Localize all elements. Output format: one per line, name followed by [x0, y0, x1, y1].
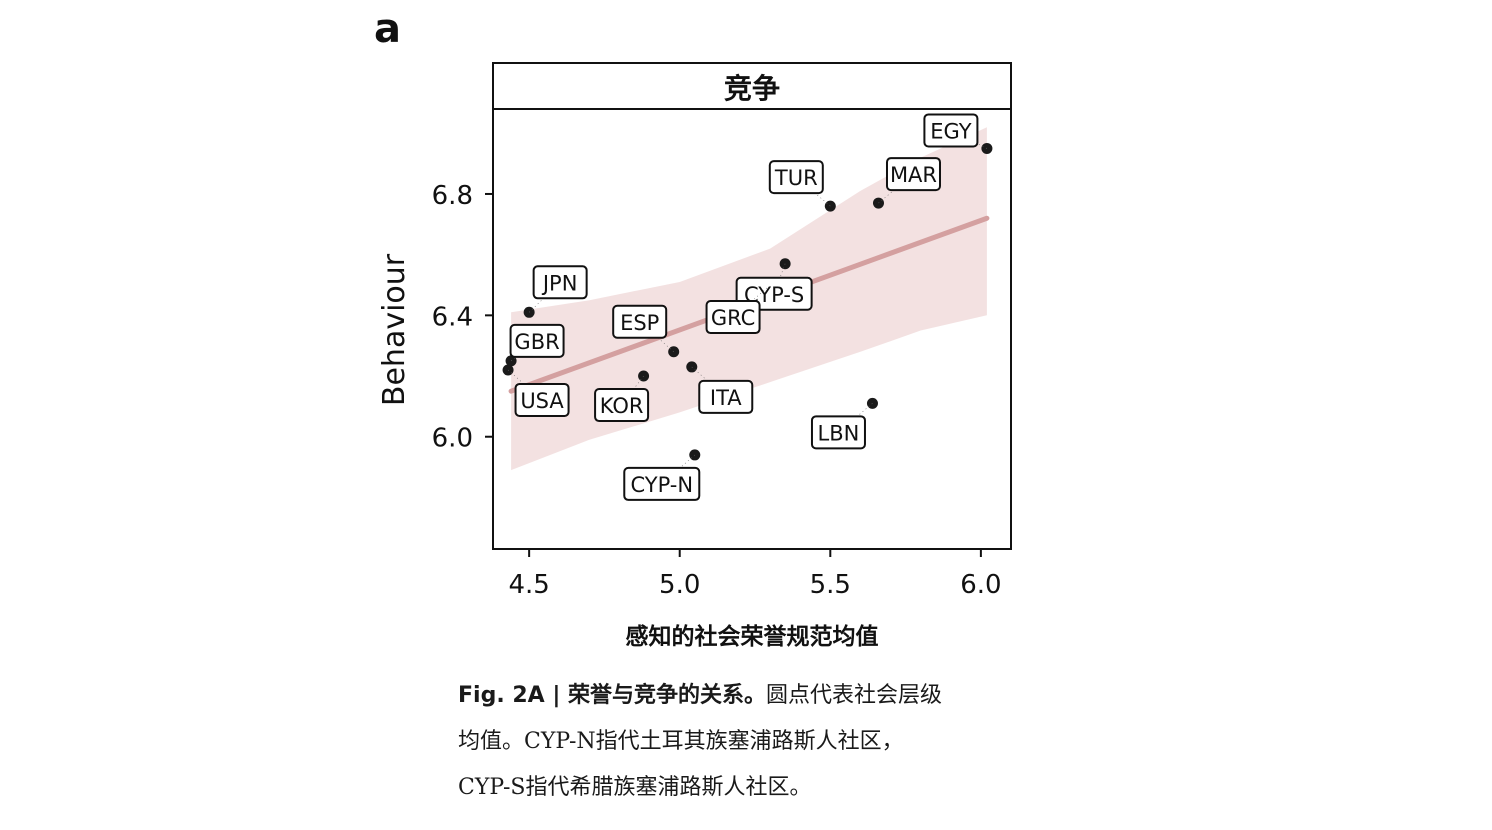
y-tick-label: 6.4 — [432, 302, 473, 332]
caption-fig-label: Fig. 2A | — [458, 683, 569, 708]
point-label: TUR — [768, 160, 831, 207]
x-axis-label: 感知的社会荣誉规范均值 — [626, 623, 879, 650]
panel-letter: a — [374, 6, 401, 52]
axes-layer: 4.5 5.0 5.5 6.0 6.0 6.4 6.8 — [432, 181, 1002, 600]
label-box — [698, 379, 754, 414]
point-label-text: LBN — [818, 421, 860, 445]
label-box — [923, 113, 979, 148]
label-box — [594, 388, 650, 423]
point-label-text: USA — [520, 389, 564, 413]
point-label-text: GRC — [711, 306, 755, 330]
caption-line-1: Fig. 2A | 荣誉与竞争的关系。圆点代表社会层级 — [458, 672, 1058, 719]
point-label-text: EGY — [930, 119, 971, 143]
point-label: USA — [507, 369, 570, 417]
plot-frame: 竞争 — [492, 62, 1012, 550]
y-tick-label: 6.8 — [432, 181, 473, 211]
caption-line-1-rest: 圆点代表社会层级 — [766, 683, 943, 708]
figure-caption: Fig. 2A | 荣誉与竞争的关系。圆点代表社会层级 均值。CYP-N指代土耳… — [458, 672, 1058, 811]
point-label: CYP-N — [623, 454, 701, 501]
label-box — [514, 382, 570, 417]
point-label: EGY — [923, 113, 988, 149]
x-tick-label: 5.5 — [810, 570, 851, 600]
point-label: ESP — [612, 304, 674, 352]
point-label-text: CYP-N — [630, 473, 693, 497]
y-axis-label: Behaviour — [377, 253, 412, 406]
point-label: GBR — [509, 323, 565, 362]
label-box — [509, 323, 565, 358]
caption-line-3: CYP-S指代希腊族塞浦路斯人社区。 — [458, 775, 812, 800]
y-tick-label: 6.0 — [432, 424, 473, 454]
chart-title: 竞争 — [724, 72, 780, 105]
label-box — [768, 160, 824, 195]
label-box — [612, 304, 668, 339]
label-box — [810, 415, 866, 450]
point-label: ITA — [691, 366, 754, 414]
x-tick-label: 5.0 — [659, 570, 700, 600]
label-box — [885, 157, 941, 192]
point-label-text: GBR — [514, 330, 559, 354]
data-point — [502, 364, 514, 376]
point-label-text: JPN — [541, 271, 578, 295]
label-box — [532, 265, 588, 300]
plot-border — [492, 62, 1012, 550]
point-label-text: ITA — [710, 386, 742, 410]
point-label-text: MAR — [890, 163, 937, 187]
x-tick-label: 6.0 — [960, 570, 1001, 600]
point-label: JPN — [528, 265, 588, 313]
label-box — [623, 466, 701, 501]
caption-fig-title: 荣誉与竞争的关系。 — [568, 682, 767, 708]
point-label-text: TUR — [774, 166, 818, 190]
point-label: LBN — [810, 403, 873, 450]
point-label-text: ESP — [620, 311, 659, 335]
point-label: KOR — [594, 375, 650, 423]
point-label: GRC — [705, 287, 768, 335]
point-label: MAR — [878, 157, 941, 204]
point-label-text: KOR — [600, 394, 644, 418]
label-box — [705, 300, 761, 335]
caption-line-2: 均值。CYP-N指代土耳其族塞浦路斯人社区， — [458, 729, 904, 754]
x-tick-label: 4.5 — [508, 570, 549, 600]
